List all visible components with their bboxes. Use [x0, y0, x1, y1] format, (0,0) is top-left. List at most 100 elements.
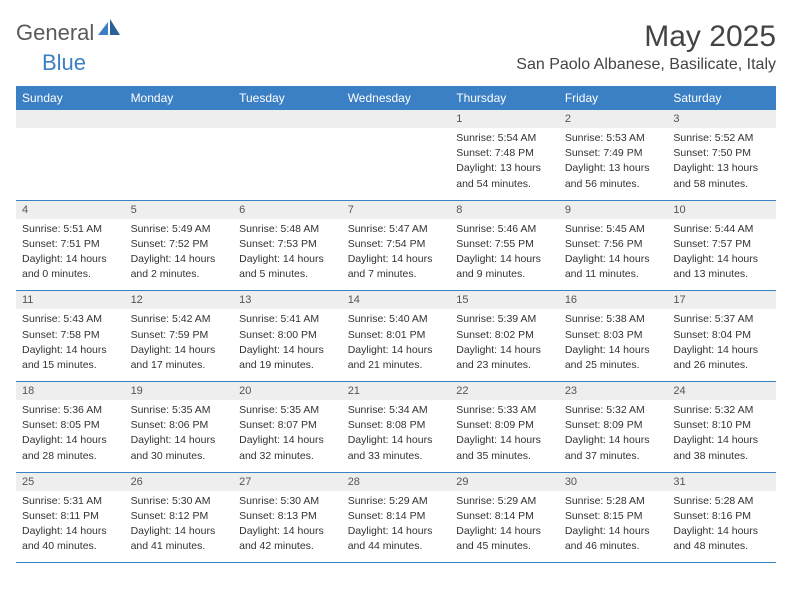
daylight-text: Daylight: 14 hours [131, 524, 228, 538]
daylight-text-cont: and 44 minutes. [348, 539, 445, 553]
day-cell: Sunrise: 5:39 AMSunset: 8:02 PMDaylight:… [450, 309, 559, 381]
day-number: 5 [125, 200, 234, 219]
sunrise-text: Sunrise: 5:35 AM [131, 403, 228, 417]
sunset-text: Sunset: 7:55 PM [456, 237, 553, 251]
daylight-text: Daylight: 14 hours [456, 433, 553, 447]
sunset-text: Sunset: 8:00 PM [239, 328, 336, 342]
day-cell [125, 128, 234, 200]
day-content-row: Sunrise: 5:54 AMSunset: 7:48 PMDaylight:… [16, 128, 776, 200]
sunset-text: Sunset: 8:02 PM [456, 328, 553, 342]
day-number: 20 [233, 382, 342, 401]
daylight-text-cont: and 17 minutes. [131, 358, 228, 372]
daylight-text-cont: and 42 minutes. [239, 539, 336, 553]
daylight-text-cont: and 41 minutes. [131, 539, 228, 553]
daylight-text-cont: and 13 minutes. [673, 267, 770, 281]
sunrise-text: Sunrise: 5:47 AM [348, 222, 445, 236]
daylight-text: Daylight: 13 hours [673, 161, 770, 175]
sunrise-text: Sunrise: 5:29 AM [456, 494, 553, 508]
daylight-text-cont: and 33 minutes. [348, 449, 445, 463]
daylight-text-cont: and 0 minutes. [22, 267, 119, 281]
day-cell [16, 128, 125, 200]
day-number: 1 [450, 110, 559, 128]
day-number: 15 [450, 291, 559, 310]
sunset-text: Sunset: 7:51 PM [22, 237, 119, 251]
day-cell: Sunrise: 5:44 AMSunset: 7:57 PMDaylight:… [667, 219, 776, 291]
day-number: 11 [16, 291, 125, 310]
sunrise-text: Sunrise: 5:49 AM [131, 222, 228, 236]
sunrise-text: Sunrise: 5:44 AM [673, 222, 770, 236]
daylight-text: Daylight: 14 hours [239, 343, 336, 357]
day-header: Tuesday [233, 86, 342, 110]
sunset-text: Sunset: 8:08 PM [348, 418, 445, 432]
day-number: 22 [450, 382, 559, 401]
daylight-text: Daylight: 14 hours [456, 343, 553, 357]
sunset-text: Sunset: 8:05 PM [22, 418, 119, 432]
daylight-text: Daylight: 14 hours [673, 343, 770, 357]
day-number: 16 [559, 291, 668, 310]
day-number: 9 [559, 200, 668, 219]
daylight-text: Daylight: 14 hours [565, 524, 662, 538]
sunrise-text: Sunrise: 5:33 AM [456, 403, 553, 417]
daylight-text: Daylight: 14 hours [456, 524, 553, 538]
sunset-text: Sunset: 8:09 PM [565, 418, 662, 432]
day-number-row: 45678910 [16, 200, 776, 219]
daylight-text: Daylight: 14 hours [673, 524, 770, 538]
day-cell: Sunrise: 5:31 AMSunset: 8:11 PMDaylight:… [16, 491, 125, 563]
day-header: Sunday [16, 86, 125, 110]
sunrise-text: Sunrise: 5:28 AM [565, 494, 662, 508]
daylight-text: Daylight: 14 hours [348, 433, 445, 447]
day-number [233, 110, 342, 128]
sunset-text: Sunset: 8:12 PM [131, 509, 228, 523]
daylight-text: Daylight: 14 hours [565, 433, 662, 447]
day-number: 7 [342, 200, 451, 219]
brand-part2: Blue [42, 50, 86, 76]
daylight-text-cont: and 35 minutes. [456, 449, 553, 463]
day-cell: Sunrise: 5:46 AMSunset: 7:55 PMDaylight:… [450, 219, 559, 291]
daylight-text: Daylight: 13 hours [565, 161, 662, 175]
sunset-text: Sunset: 7:56 PM [565, 237, 662, 251]
day-content-row: Sunrise: 5:31 AMSunset: 8:11 PM Daylight:… [16, 491, 776, 563]
day-number-row: 11121314151617 [16, 291, 776, 310]
daylight-text: Daylight: 14 hours [239, 433, 336, 447]
sunset-text: Sunset: 8:13 PM [239, 509, 336, 523]
day-cell: Sunrise: 5:35 AMSunset: 8:07 PMDaylight:… [233, 400, 342, 472]
day-number: 27 [233, 472, 342, 491]
sunset-text: Sunset: 7:50 PM [673, 146, 770, 160]
day-number-row: 18192021222324 [16, 382, 776, 401]
day-number: 31 [667, 472, 776, 491]
day-number: 4 [16, 200, 125, 219]
day-number: 17 [667, 291, 776, 310]
sunrise-text: Sunrise: 5:36 AM [22, 403, 119, 417]
sunset-text: Sunset: 7:53 PM [239, 237, 336, 251]
daylight-text-cont: and 32 minutes. [239, 449, 336, 463]
daylight-text-cont: and 40 minutes. [22, 539, 119, 553]
daylight-text-cont: and 28 minutes. [22, 449, 119, 463]
daylight-text-cont: and 48 minutes. [673, 539, 770, 553]
daylight-text: Daylight: 14 hours [348, 343, 445, 357]
sunrise-text: Sunrise: 5:31 AM [22, 494, 119, 508]
day-cell: Sunrise: 5:30 AMSunset: 8:12 PMDaylight:… [125, 491, 234, 563]
sunset-text: Sunset: 8:11 PM [22, 509, 119, 523]
daylight-text: Daylight: 14 hours [673, 433, 770, 447]
sunrise-text: Sunrise: 5:35 AM [239, 403, 336, 417]
daylight-text-cont: and 23 minutes. [456, 358, 553, 372]
day-header: Wednesday [342, 86, 451, 110]
day-cell: Sunrise: 5:29 AMSunset: 8:14 PMDaylight:… [450, 491, 559, 563]
day-number: 26 [125, 472, 234, 491]
daylight-text-cont: and 46 minutes. [565, 539, 662, 553]
daylight-text: Daylight: 14 hours [348, 252, 445, 266]
sunrise-text: Sunrise: 5:30 AM [131, 494, 228, 508]
day-cell: Sunrise: 5:52 AMSunset: 7:50 PMDaylight:… [667, 128, 776, 200]
brand-logo: General [16, 20, 122, 46]
sunset-text: Sunset: 7:48 PM [456, 146, 553, 160]
sunset-text: Sunset: 8:16 PM [673, 509, 770, 523]
day-header-row: Sunday Monday Tuesday Wednesday Thursday… [16, 86, 776, 110]
day-cell: Sunrise: 5:34 AMSunset: 8:08 PMDaylight:… [342, 400, 451, 472]
day-content-row: Sunrise: 5:36 AMSunset: 8:05 PMDaylight:… [16, 400, 776, 472]
day-number: 18 [16, 382, 125, 401]
daylight-text: Daylight: 14 hours [22, 433, 119, 447]
day-content-row: Sunrise: 5:43 AMSunset: 7:58 PMDaylight:… [16, 309, 776, 381]
daylight-text: Daylight: 13 hours [456, 161, 553, 175]
day-number: 24 [667, 382, 776, 401]
month-title: May 2025 [516, 20, 776, 54]
